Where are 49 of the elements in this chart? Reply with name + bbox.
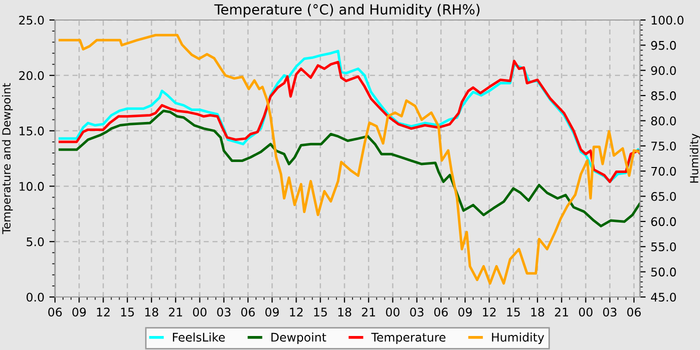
y2-tick-label: 80.0	[651, 116, 676, 126]
y2-tick-label: 65.0	[651, 192, 676, 201]
x-tick-label: 15	[507, 308, 520, 317]
y2-tick-label: 50.0	[651, 268, 676, 276]
y2-tick-label: 75.0	[651, 142, 676, 151]
y2-tick-label: 100.0	[652, 16, 684, 25]
x-tick-label: 09	[265, 308, 279, 317]
x-tick-label: 21	[554, 308, 568, 316]
x-tick-label: 09	[72, 308, 86, 317]
y-tick-label: 20.0	[19, 71, 44, 80]
x-tick-label: 21	[362, 308, 376, 316]
y-axis-title: Temperature and Dewpoint	[2, 83, 13, 234]
x-tick-label: 18	[531, 308, 544, 317]
chart-title: Temperature (°C) and Humidity (RH%)	[214, 4, 480, 18]
x-tick-label: 21	[168, 308, 182, 316]
y2-tick-label: 90.0	[651, 66, 676, 76]
legend-label: FeelsLike	[172, 332, 225, 342]
y2-tick-label: 70.0	[651, 166, 676, 176]
y2-tick-label: 55.0	[651, 242, 676, 252]
y-tick-label: 25.0	[19, 16, 44, 25]
legend-label: Temperature	[371, 332, 446, 344]
legend-label: Dewpoint	[271, 332, 326, 344]
x-tick-label: 03	[217, 308, 230, 317]
x-tick-label: 12	[97, 308, 110, 316]
x-tick-label: 03	[603, 308, 616, 317]
x-tick-label: 12	[483, 308, 496, 316]
y2-tick-label: 85.0	[651, 91, 676, 100]
y2-tick-label: 95.0	[651, 40, 676, 50]
x-tick-label: 12	[290, 308, 303, 316]
x-tick-label: 15	[121, 308, 134, 317]
x-tick-label: 09	[458, 308, 472, 317]
x-tick-label: 06	[627, 308, 641, 317]
y-tick-label: 15.0	[20, 126, 44, 136]
y-tick-label: 0.0	[26, 292, 44, 302]
x-tick-label: 00	[193, 308, 206, 317]
legend-label: Humidity	[492, 332, 544, 344]
x-tick-label: 00	[386, 308, 400, 317]
x-tick-label: 06	[48, 308, 62, 317]
y-tick-label: 5.0	[26, 237, 44, 246]
y2-tick-label: 60.0	[651, 217, 676, 226]
x-tick-label: 18	[145, 308, 158, 317]
x-tick-label: 06	[241, 308, 255, 317]
y-tick-label: 10.0	[20, 182, 44, 191]
x-tick-label: 15	[314, 308, 327, 317]
y2-tick-label: 45.0	[650, 292, 676, 302]
x-tick-label: 00	[578, 308, 592, 317]
x-tick-label: 18	[338, 308, 352, 317]
x-tick-label: 06	[434, 308, 448, 317]
x-tick-label: 03	[410, 308, 424, 317]
